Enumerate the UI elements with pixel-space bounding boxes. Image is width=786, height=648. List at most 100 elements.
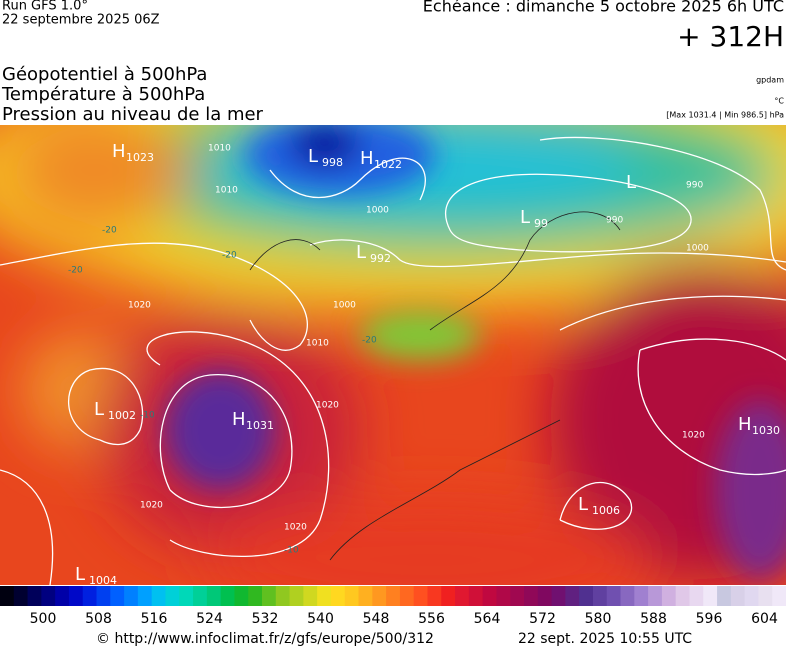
colorbar-swatch xyxy=(468,586,484,606)
colorbar-swatch xyxy=(744,586,759,606)
colorbar-swatch xyxy=(96,586,111,606)
isobar xyxy=(269,157,426,201)
isobar xyxy=(559,482,633,530)
colorbar-swatch xyxy=(234,586,249,606)
colorbar-label: 540 xyxy=(307,611,334,627)
pressure-center-value: 992 xyxy=(370,252,391,265)
colorbar-label: 532 xyxy=(252,611,279,627)
colorbar-swatch xyxy=(262,586,277,606)
colorbar-label: 572 xyxy=(529,611,556,627)
isobar xyxy=(559,295,786,331)
colorbar-label: 524 xyxy=(196,611,223,627)
pressure-center-letter: H xyxy=(232,409,246,430)
unit-label: gpdam xyxy=(756,76,784,85)
colorbar-label: 564 xyxy=(474,611,501,627)
title-line: Pression au niveau de la mer xyxy=(2,104,264,125)
isobar-label: 1020 xyxy=(128,301,151,311)
colorbar-label: 556 xyxy=(418,611,445,627)
isobar-label: 1000 xyxy=(366,206,389,216)
isobar-label: 1010 xyxy=(208,144,231,154)
isotherm-label: -20 xyxy=(68,266,83,276)
isobar-label: 990 xyxy=(606,216,623,226)
pressure-center-value: 1022 xyxy=(374,158,402,171)
title-line: Géopotentiel à 500hPa xyxy=(2,64,207,85)
colorbar-swatch xyxy=(82,586,98,606)
pressure-center-value: 1031 xyxy=(246,419,274,432)
isobar xyxy=(0,242,308,351)
colorbar-swatch xyxy=(193,586,208,606)
colorbar-swatch xyxy=(220,586,235,606)
coastline xyxy=(249,211,621,561)
forecast-time: Echéance : dimanche 5 octobre 2025 6h UT… xyxy=(423,0,784,16)
colorbar-label: 604 xyxy=(751,611,778,627)
colorbar-label: 588 xyxy=(640,611,667,627)
colorbar-swatch xyxy=(689,586,704,606)
pressure-center-value: 1006 xyxy=(592,504,620,517)
isotherm-label: -10 xyxy=(284,546,299,556)
pressure-center-value: 1004 xyxy=(89,574,117,587)
colorbar-swatch xyxy=(289,586,304,606)
pressure-center-value: 1023 xyxy=(126,151,154,164)
pressure-center-value: 1030 xyxy=(752,424,780,437)
colorbar-label: 516 xyxy=(141,611,168,627)
colorbar-label: 596 xyxy=(696,611,723,627)
colorbar-swatch xyxy=(55,586,70,606)
colorbar-swatch xyxy=(730,586,746,606)
isotherm-label: -10 xyxy=(140,411,155,421)
isobar-label: 990 xyxy=(686,181,703,191)
isobar-label: 1000 xyxy=(686,244,709,254)
isobar xyxy=(146,331,330,557)
colorbar-swatch xyxy=(399,586,415,606)
colorbar-swatch xyxy=(110,586,125,606)
colorbar-swatch xyxy=(482,586,497,606)
colorbar-swatch xyxy=(13,586,29,606)
pressure-center-letter: L xyxy=(626,172,636,193)
colorbar-swatch xyxy=(427,586,442,606)
title-line: Température à 500hPa xyxy=(1,84,205,105)
forecast-offset: + 312H xyxy=(677,20,784,53)
isobar-label: 1000 xyxy=(333,301,356,311)
colorbar-swatch xyxy=(661,586,677,606)
colorbar-swatch xyxy=(620,586,635,606)
unit-label: [Max 1031.4 | Min 986.5] hPa xyxy=(666,111,784,120)
colorbar-swatch xyxy=(317,586,332,606)
isotherm-label: -20 xyxy=(102,226,117,236)
pressure-center-letter: L xyxy=(520,207,530,228)
colorbar-swatch xyxy=(606,586,622,606)
pressure-center-letter: H xyxy=(738,414,752,435)
colorbar-swatch xyxy=(275,586,291,606)
colorbar-swatch xyxy=(137,586,153,606)
isobar-label: 1020 xyxy=(284,523,307,533)
pressure-center-letter: H xyxy=(112,141,126,162)
generation-time: 22 sept. 2025 10:55 UTC xyxy=(518,631,692,647)
pressure-center-letter: L xyxy=(308,146,318,167)
colorbar-swatch xyxy=(510,586,525,606)
pressure-center-value: 99 xyxy=(534,217,548,230)
colorbar-swatch xyxy=(441,586,456,606)
colorbar-swatch xyxy=(330,586,346,606)
colorbar-swatch xyxy=(248,586,263,606)
run-date: 22 septembre 2025 06Z xyxy=(2,13,160,28)
colorbar-swatch xyxy=(592,586,608,606)
map-field xyxy=(0,125,786,585)
isobar-label: 1010 xyxy=(306,339,329,349)
colorbar-swatch xyxy=(68,586,84,606)
colorbar-swatch xyxy=(413,586,428,606)
colorbar-swatch xyxy=(772,586,786,606)
source-link[interactable]: © http://www.infoclimat.fr/z/gfs/europe/… xyxy=(96,631,434,647)
pressure-center-letter: L xyxy=(75,564,85,585)
isobar-label: 1010 xyxy=(215,186,238,196)
colorbar-swatch xyxy=(372,586,387,606)
isobar xyxy=(637,338,786,476)
colorbar-swatch xyxy=(386,586,401,606)
colorbar-swatch xyxy=(579,586,594,606)
colorbar-swatch xyxy=(303,586,318,606)
colorbar-swatch xyxy=(344,586,360,606)
pressure-center-letter: L xyxy=(578,494,588,515)
colorbar-swatch xyxy=(565,586,580,606)
isobar-label: 1020 xyxy=(140,501,163,511)
colorbar-swatch xyxy=(124,586,139,606)
colorbar-swatch xyxy=(648,586,663,606)
colorbar-swatch xyxy=(524,586,539,606)
colorbar-swatch xyxy=(675,586,690,606)
